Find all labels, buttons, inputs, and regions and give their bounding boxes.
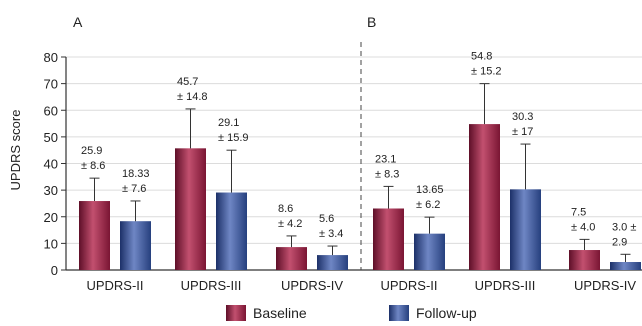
value-label: 18.33 — [122, 168, 150, 180]
error-label: ± 4.2 — [278, 218, 302, 230]
x-tick-label: UPDRS-II — [86, 278, 143, 293]
bar-baseline — [79, 201, 110, 270]
value-label: 54.8 — [471, 51, 492, 63]
gridlines — [66, 56, 642, 244]
legend-label-baseline: Baseline — [253, 305, 307, 321]
panel-label: A — [73, 14, 83, 30]
bar-followup — [317, 255, 348, 270]
x-tick-label: UPDRS-III — [181, 278, 242, 293]
panel-label: B — [367, 14, 376, 30]
legend: Baseline Follow-up — [226, 305, 477, 321]
legend-swatch-baseline — [226, 305, 246, 321]
y-tick-label: 30 — [44, 183, 58, 198]
value-label: 8.6 — [278, 203, 293, 215]
y-tick-label: 40 — [44, 157, 58, 172]
y-tick-label: 70 — [44, 77, 58, 92]
bar-baseline — [569, 250, 600, 270]
value-label: 25.9 — [81, 145, 102, 157]
bar-baseline — [276, 247, 307, 270]
data-labels: A 25.9 ± 8.6 18.33 ± 7.6 UPDRS-II 45.7 ± 14.8 29… — [73, 14, 636, 293]
value-label: 3.0 ± — [612, 221, 636, 233]
error-label: ± 8.6 — [81, 160, 105, 172]
x-tick-label: UPDRS-III — [475, 278, 536, 293]
error-label: ± 6.2 — [416, 199, 440, 211]
error-label: ± 15.2 — [471, 66, 502, 78]
y-tick-label: 0 — [51, 263, 58, 278]
x-tick-label: UPDRS-IV — [281, 278, 343, 293]
error-label: ± 7.6 — [122, 183, 146, 195]
error-label: ± 14.8 — [177, 91, 208, 103]
value-label: 13.65 — [416, 184, 444, 196]
x-tick-label: UPDRS-IV — [574, 278, 636, 293]
value-label: 29.1 — [218, 117, 239, 129]
value-label: 45.7 — [177, 76, 198, 88]
bar-followup — [216, 192, 247, 270]
y-tick-label: 80 — [44, 50, 58, 65]
bar-followup — [414, 233, 445, 270]
bar-baseline — [469, 124, 500, 270]
y-tick-label: 10 — [44, 236, 58, 251]
error-label: 2.9 — [612, 236, 627, 248]
bar-followup — [510, 189, 541, 270]
error-label: ± 3.4 — [319, 228, 343, 240]
bar-baseline — [373, 208, 404, 270]
bar-followup — [120, 221, 151, 270]
error-label: ± 15.9 — [218, 132, 249, 144]
bars — [79, 83, 641, 270]
x-tick-label: UPDRS-II — [380, 278, 437, 293]
y-tick-label: 60 — [44, 103, 58, 118]
legend-swatch-followup — [389, 305, 409, 321]
legend-label-followup: Follow-up — [416, 305, 477, 321]
y-tick-label: 50 — [44, 130, 58, 145]
y-axis-title: UPDRS score — [8, 110, 23, 191]
error-label: ± 4.0 — [571, 221, 595, 233]
value-label: 23.1 — [375, 153, 396, 165]
error-label: ± 17 — [512, 126, 533, 138]
value-label: 7.5 — [571, 206, 586, 218]
bar-followup — [610, 262, 641, 270]
error-label: ± 8.3 — [375, 168, 399, 180]
axes: 0 10 20 30 40 50 60 70 80 — [44, 42, 642, 278]
value-label: 30.3 — [512, 111, 533, 123]
value-label: 5.6 — [319, 213, 334, 225]
y-tick-label: 20 — [44, 210, 58, 225]
bar-baseline — [175, 148, 206, 270]
